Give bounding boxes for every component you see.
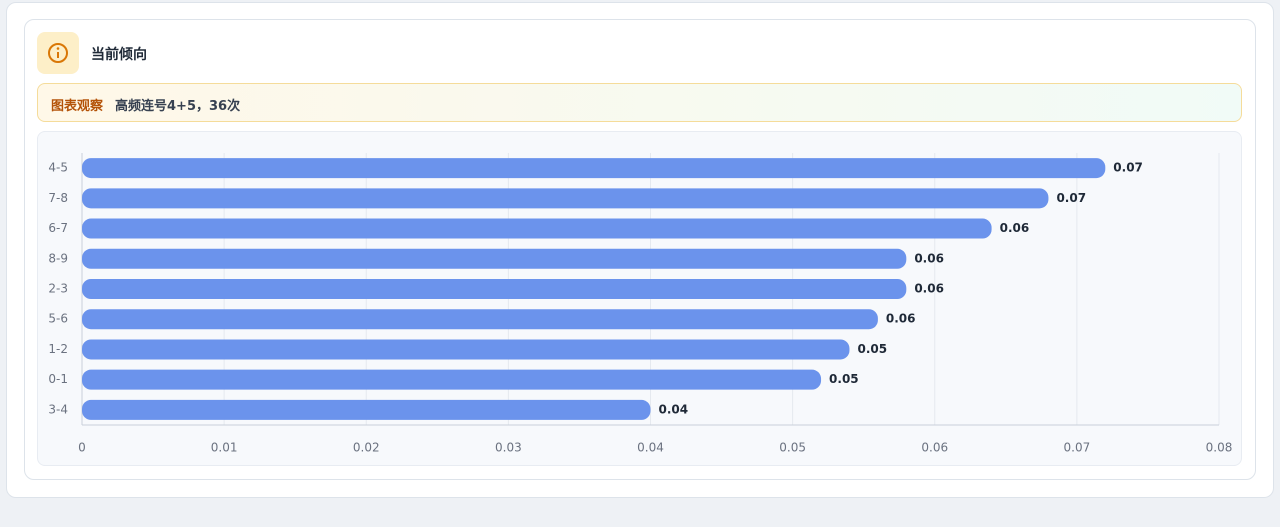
bar xyxy=(82,188,1049,209)
y-tick-label: 6-7 xyxy=(48,221,68,235)
x-tick-label: 0.08 xyxy=(1206,441,1233,455)
card-title: 当前倾向 xyxy=(91,47,147,63)
y-tick-label: 7-8 xyxy=(48,191,68,205)
info-icon xyxy=(37,32,79,74)
x-tick-label: 0.07 xyxy=(1064,441,1091,455)
insight-label: 图表观察 xyxy=(51,99,104,114)
bar xyxy=(82,279,907,299)
value-label: 0.07 xyxy=(1056,191,1086,205)
y-tick-label: 4-5 xyxy=(48,161,68,175)
value-label: 0.04 xyxy=(659,402,689,416)
y-tick-label: 0-1 xyxy=(48,372,68,386)
value-label: 0.06 xyxy=(1000,221,1030,235)
value-label: 0.06 xyxy=(914,282,944,296)
x-tick-label: 0.02 xyxy=(353,441,380,455)
x-tick-label: 0.05 xyxy=(779,441,806,455)
bar xyxy=(82,339,850,360)
x-tick-label: 0.06 xyxy=(921,441,948,455)
x-tick-label: 0.01 xyxy=(211,441,238,455)
y-tick-label: 2-3 xyxy=(48,282,68,296)
chart: 0 0.01 0.02 0.03 0.04 0.05 0.06 0.07 0.08 4-5 0.07… xyxy=(48,153,1233,455)
bar xyxy=(82,158,1106,179)
bar xyxy=(82,248,907,269)
insight-text: 高频连号4+5，36次 xyxy=(115,99,241,114)
value-label: 0.05 xyxy=(829,372,859,386)
y-tick-label: 5-6 xyxy=(48,312,68,326)
x-tick-label: 0.03 xyxy=(495,441,522,455)
x-tick-label: 0.04 xyxy=(637,441,664,455)
bar xyxy=(82,218,992,239)
value-label: 0.07 xyxy=(1113,161,1143,175)
bar xyxy=(82,399,651,420)
x-tick-label: 0 xyxy=(78,441,86,455)
chart-panel: 0 0.01 0.02 0.03 0.04 0.05 0.06 0.07 0.08 4-5 0.07… xyxy=(37,131,1242,466)
bar xyxy=(82,369,822,390)
value-label: 0.06 xyxy=(914,251,944,265)
bar xyxy=(82,309,878,330)
y-tick-label: 1-2 xyxy=(48,342,68,356)
info-glyph xyxy=(48,43,68,63)
value-label: 0.05 xyxy=(857,342,887,356)
y-tick-label: 8-9 xyxy=(48,251,68,265)
value-label: 0.06 xyxy=(886,312,916,326)
y-tick-label: 3-4 xyxy=(48,402,68,416)
insight-box xyxy=(37,83,1242,122)
